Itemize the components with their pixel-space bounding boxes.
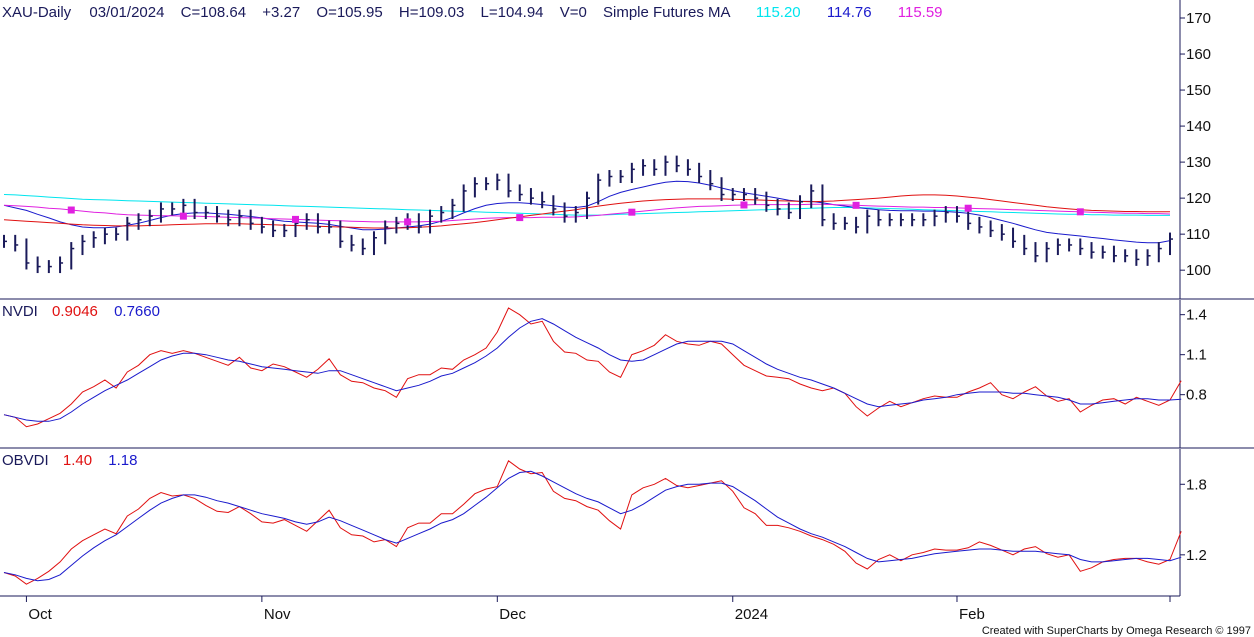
high: H=109.03 — [399, 4, 464, 21]
ma-marker — [964, 204, 972, 212]
ma-marker — [179, 212, 187, 220]
y-tick-label: 0.8 — [1186, 387, 1207, 404]
price-bars — [3, 155, 1173, 274]
x-tick-label: Feb — [959, 606, 985, 623]
x-tick-label: Oct — [28, 606, 52, 623]
ma-marker — [628, 208, 636, 216]
obvdi-series-line — [3, 470, 1182, 582]
close: C=108.64 — [181, 4, 246, 21]
nvdi-lines — [3, 307, 1182, 428]
ma-value-1: 115.20 — [756, 4, 801, 21]
change: +3.27 — [262, 4, 300, 21]
ma-marker — [67, 206, 75, 214]
y-tick-label: 1.4 — [1186, 307, 1207, 324]
ma-marker — [404, 218, 412, 226]
y-tick-label: 130 — [1186, 154, 1211, 171]
obvdi-lines — [3, 460, 1182, 585]
price-y-axis: 100 110 120 130 140 150 160 170 — [1180, 10, 1211, 279]
low: L=104.94 — [481, 4, 544, 21]
y-tick-label: 110 — [1186, 226, 1210, 243]
y-tick-label: 170 — [1186, 10, 1211, 27]
nvdi-series-line — [3, 318, 1182, 422]
ma-markers — [67, 201, 1084, 226]
obvdi-label: OBVDI — [2, 452, 49, 469]
volume: V=0 — [560, 4, 587, 21]
obvdi-value-1: 1.40 — [63, 452, 92, 469]
y-tick-label: 1.1 — [1186, 347, 1207, 364]
price-header: XAU-Daily 03/01/2024 C=108.64 +3.27 O=10… — [2, 4, 943, 21]
x-tick-label: Nov — [264, 606, 291, 623]
symbol: XAU-Daily — [2, 4, 72, 21]
nvdi-header: NVDI 0.9046 0.7660 — [2, 303, 160, 320]
x-tick-label: Dec — [499, 606, 526, 623]
indicator-name: Simple Futures MA — [603, 4, 731, 21]
ma-marker — [292, 215, 299, 223]
obvdi-series-line — [3, 460, 1182, 585]
ma-marker — [852, 201, 860, 209]
ma-marker — [516, 214, 524, 222]
date-axis: Oct Nov Dec 2024 Feb — [25, 596, 1171, 623]
ma-value-3: 115.59 — [898, 4, 943, 21]
y-tick-label: 1.2 — [1186, 547, 1207, 564]
obvdi-header: OBVDI 1.40 1.18 — [2, 452, 137, 469]
nvdi-value-1: 0.9046 — [52, 303, 98, 320]
y-tick-label: 100 — [1186, 262, 1211, 279]
nvdi-series-line — [3, 307, 1182, 428]
ma-marker — [740, 201, 748, 209]
nvdi-label: NVDI — [2, 303, 38, 320]
nvdi-value-2: 0.7660 — [114, 303, 160, 320]
y-tick-label: 160 — [1186, 46, 1211, 63]
open: O=105.95 — [316, 4, 382, 21]
y-tick-label: 150 — [1186, 82, 1211, 99]
y-tick-label: 1.8 — [1186, 476, 1207, 493]
nvdi-y-axis: 0.8 1.1 1.4 — [1180, 307, 1207, 404]
ma-marker — [1076, 208, 1084, 216]
ma-value-2: 114.76 — [827, 4, 872, 21]
y-tick-label: 140 — [1186, 118, 1211, 135]
obvdi-y-axis: 1.2 1.8 — [1180, 476, 1207, 564]
x-tick-label: 2024 — [735, 606, 768, 623]
y-tick-label: 120 — [1186, 190, 1211, 207]
obvdi-value-2: 1.18 — [108, 452, 137, 469]
credit-text: Created with SuperCharts by Omega Resear… — [982, 625, 1251, 637]
date: 03/01/2024 — [89, 4, 164, 21]
